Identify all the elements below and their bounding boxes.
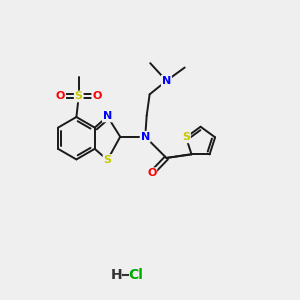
Text: S: S	[75, 92, 83, 101]
Text: O: O	[56, 92, 65, 101]
Text: H: H	[110, 268, 122, 282]
Text: S: S	[103, 155, 112, 165]
Text: S: S	[182, 132, 190, 142]
Text: O: O	[147, 168, 156, 178]
Text: N: N	[162, 76, 171, 86]
Text: O: O	[92, 92, 102, 101]
Text: N: N	[103, 111, 112, 122]
Text: Cl: Cl	[128, 268, 143, 282]
Text: N: N	[141, 132, 150, 142]
